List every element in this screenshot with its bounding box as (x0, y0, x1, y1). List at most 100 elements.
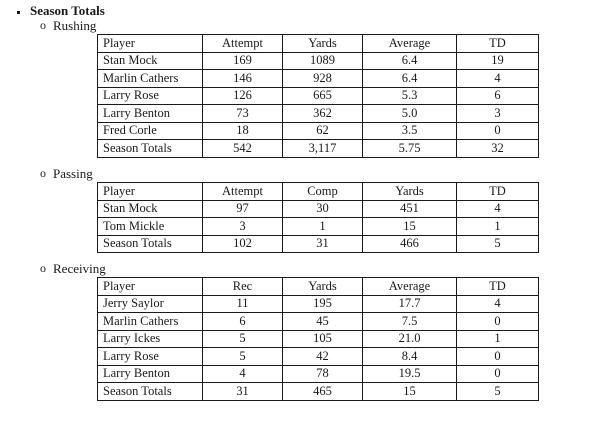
table-cell: 6.4 (362, 69, 457, 88)
table-row: Tom Mickle 3 1 15 1 (97, 217, 539, 236)
column-header: Attempt (202, 182, 283, 201)
table-cell: Marlin Cathers (97, 69, 203, 88)
list-marker-passing: o (40, 166, 46, 180)
table-row: Stan Mock 169 1089 6.4 19 (97, 51, 539, 70)
table-row: Jerry Saylor 11 195 17.7 4 (97, 294, 539, 313)
table-cell: Season Totals (97, 234, 203, 253)
table-cell: 665 (282, 86, 363, 105)
table-cell: 6.4 (362, 51, 457, 70)
table-cell: 3 (456, 104, 539, 123)
column-header: Attempt (202, 34, 283, 53)
table-cell: 62 (282, 121, 363, 140)
table-cell: 5.3 (362, 86, 457, 105)
table-cell: 1 (282, 217, 363, 236)
header-row: Player Attempt Comp Yards TD (97, 182, 539, 201)
table-cell: 5 (456, 382, 539, 401)
table-cell: 5 (456, 234, 539, 253)
table-cell: 126 (202, 86, 283, 105)
table-cell: 362 (282, 104, 363, 123)
table-cell: 19.5 (362, 364, 457, 383)
table-cell: 31 (282, 234, 363, 253)
table-cell: 32 (456, 139, 539, 158)
table-cell: 31 (202, 382, 283, 401)
table-cell: 169 (202, 51, 283, 70)
table-cell: 928 (282, 69, 363, 88)
table-cell: 466 (362, 234, 457, 253)
table-cell: 42 (282, 347, 363, 366)
table-cell: Larry Benton (97, 104, 203, 123)
column-header: Player (97, 34, 203, 53)
table-cell: 1089 (282, 51, 363, 70)
table-cell: 5.0 (362, 104, 457, 123)
table-cell: 0 (456, 121, 539, 140)
table-row: Larry Ickes 5 105 21.0 1 (97, 329, 539, 348)
table-cell: 3.5 (362, 121, 457, 140)
table-cell: Tom Mickle (97, 217, 203, 236)
table-cell: 4 (456, 294, 539, 313)
table-cell: Stan Mock (97, 51, 203, 70)
table-cell: 18 (202, 121, 283, 140)
table-cell: 78 (282, 364, 363, 383)
heading-line: Season Totals (0, 3, 609, 20)
table-cell: 465 (282, 382, 363, 401)
table-cell: 1 (456, 329, 539, 348)
table-row: Larry Benton 73 362 5.0 3 (97, 104, 539, 123)
column-header: Yards (282, 277, 363, 296)
table-cell: 19 (456, 51, 539, 70)
table-cell: 17.7 (362, 294, 457, 313)
column-header: Average (362, 277, 457, 296)
table-cell: 97 (202, 199, 283, 218)
receiving-table: Player Rec Yards Average TD Jerry Saylor 11 195… (97, 277, 539, 401)
table-row: Larry Benton 4 78 19.5 0 (97, 364, 539, 383)
table-cell: 4 (456, 199, 539, 218)
table-cell: 542 (202, 139, 283, 158)
list-marker-receiving: o (40, 261, 46, 275)
table-cell: 102 (202, 234, 283, 253)
page-title: Season Totals (30, 3, 105, 18)
section-label-rushing: Rushing (53, 18, 97, 33)
table-cell: 0 (456, 364, 539, 383)
table-cell: Stan Mock (97, 199, 203, 218)
table-cell: 7.5 (362, 312, 457, 331)
column-header: TD (456, 182, 539, 201)
table-cell: 5 (202, 329, 283, 348)
table-cell: Fred Corle (97, 121, 203, 140)
table-cell: 6 (456, 86, 539, 105)
section-label-receiving: Receiving (53, 261, 106, 276)
table-cell: 6 (202, 312, 283, 331)
bullet-icon (17, 11, 20, 14)
table-cell: 4 (456, 69, 539, 88)
table-cell: 45 (282, 312, 363, 331)
table-cell: 146 (202, 69, 283, 88)
table-cell: 3,117 (282, 139, 363, 158)
table-cell: Season Totals (97, 139, 203, 158)
table-cell: 15 (362, 382, 457, 401)
table-row: Larry Rose 126 665 5.3 6 (97, 86, 539, 105)
table-cell: Larry Rose (97, 347, 203, 366)
table-cell: 5 (202, 347, 283, 366)
column-header: Comp (282, 182, 363, 201)
column-header: TD (456, 277, 539, 296)
table-cell: Season Totals (97, 382, 203, 401)
column-header: TD (456, 34, 539, 53)
table-row: Marlin Cathers 146 928 6.4 4 (97, 69, 539, 88)
rushing-table: Player Attempt Yards Average TD Stan Mock 169 1… (97, 34, 539, 158)
table-cell: Larry Ickes (97, 329, 203, 348)
table-cell: 3 (202, 217, 283, 236)
table-cell: Jerry Saylor (97, 294, 203, 313)
table-cell: 8.4 (362, 347, 457, 366)
table-row: Season Totals 31 465 15 5 (97, 382, 539, 401)
table-row: Season Totals 102 31 466 5 (97, 234, 539, 253)
table-cell: 105 (282, 329, 363, 348)
table-cell: 11 (202, 294, 283, 313)
column-header: Player (97, 277, 203, 296)
table-row: Stan Mock 97 30 451 4 (97, 199, 539, 218)
table-cell: 451 (362, 199, 457, 218)
table-cell: 0 (456, 347, 539, 366)
section-label-passing: Passing (53, 166, 93, 181)
table-row: Marlin Cathers 6 45 7.5 0 (97, 312, 539, 331)
table-row: Larry Rose 5 42 8.4 0 (97, 347, 539, 366)
column-header: Average (362, 34, 457, 53)
table-cell: Marlin Cathers (97, 312, 203, 331)
